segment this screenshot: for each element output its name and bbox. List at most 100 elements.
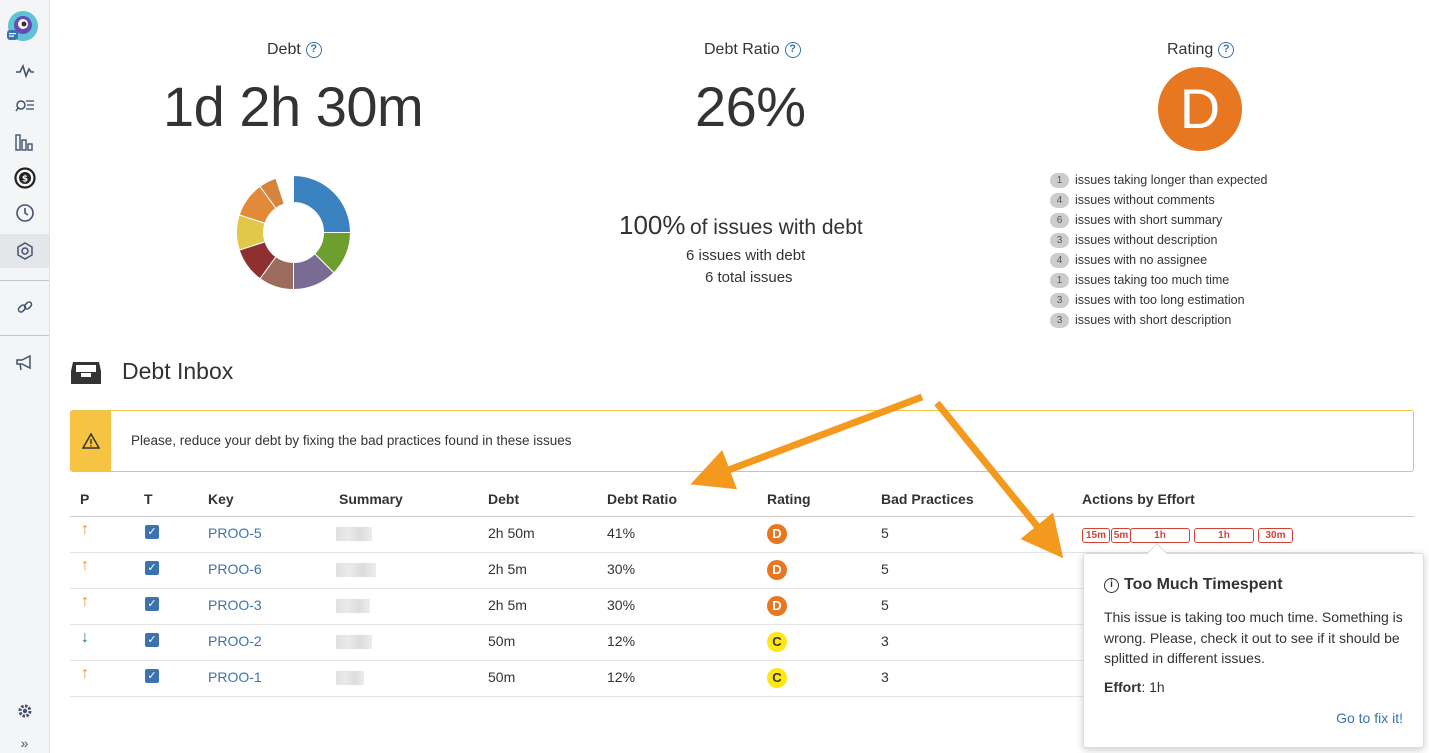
announcements-icon[interactable] bbox=[0, 346, 49, 380]
priority-high-icon: ↑ bbox=[81, 521, 89, 538]
rating-badge-small: C bbox=[767, 632, 787, 652]
debt-ratio-title-text: Debt Ratio bbox=[704, 41, 780, 58]
issue-key-link[interactable]: PROO-5 bbox=[208, 525, 262, 541]
bad-practice-count: 4 bbox=[1050, 192, 1069, 208]
table-row-divider bbox=[70, 552, 1414, 553]
warning-banner: Please, reduce your debt by fixing the b… bbox=[70, 410, 1414, 472]
activity-icon[interactable] bbox=[0, 54, 49, 88]
search-issues-icon[interactable] bbox=[0, 89, 49, 123]
bad-practices-cell: 3 bbox=[881, 669, 889, 685]
issue-key-link[interactable]: PROO-1 bbox=[208, 669, 262, 685]
effort-value: : 1h bbox=[1141, 679, 1165, 695]
issues-with-debt-count: 6 issues with debt bbox=[686, 247, 806, 264]
bad-practice-item: 1 issues taking longer than expected bbox=[1050, 170, 1350, 190]
debt-distribution-donut bbox=[236, 175, 351, 290]
bad-practice-item: 4 issues with no assignee bbox=[1050, 250, 1350, 270]
components-icon[interactable] bbox=[0, 234, 49, 268]
bad-practice-item: 3 issues with short description bbox=[1050, 310, 1350, 330]
bad-practice-item: 3 issues with too long estimation bbox=[1050, 290, 1350, 310]
col-header-bad-practices[interactable]: Bad Practices bbox=[881, 491, 974, 507]
table-row-divider bbox=[70, 660, 1414, 661]
history-icon[interactable] bbox=[0, 196, 49, 230]
bad-practice-label: issues with no assignee bbox=[1075, 253, 1208, 267]
warning-icon bbox=[71, 411, 111, 471]
col-header-type[interactable]: T bbox=[144, 491, 153, 507]
col-header-rating[interactable]: Rating bbox=[767, 491, 811, 507]
col-header-priority[interactable]: P bbox=[80, 491, 90, 507]
effort-button[interactable]: 1h bbox=[1194, 528, 1254, 543]
issue-key-link[interactable]: PROO-2 bbox=[208, 633, 262, 649]
sidebar-divider bbox=[0, 335, 49, 336]
bad-practice-count: 4 bbox=[1050, 252, 1069, 268]
popover-body: This issue is taking too much time. Some… bbox=[1104, 609, 1403, 666]
col-header-actions[interactable]: Actions by Effort bbox=[1082, 491, 1195, 507]
rating-title: Rating ? bbox=[1167, 41, 1235, 59]
bad-practice-item: 1 issues taking too much time bbox=[1050, 270, 1350, 290]
debt-ratio-cell: 30% bbox=[607, 597, 636, 613]
expand-sidebar-icon[interactable]: » bbox=[20, 735, 29, 751]
col-header-debt[interactable]: Debt bbox=[488, 491, 520, 507]
task-type-icon: ✓ bbox=[145, 561, 159, 575]
task-type-icon: ✓ bbox=[145, 597, 159, 611]
debt-value: 1d 2h 30m bbox=[163, 75, 424, 138]
debt-cell: 50m bbox=[488, 633, 516, 649]
task-type-icon: ✓ bbox=[145, 525, 159, 539]
rating-badge: D bbox=[1158, 67, 1242, 151]
table-row-divider bbox=[70, 696, 1414, 697]
settings-gear-icon[interactable] bbox=[0, 694, 49, 728]
col-header-summary[interactable]: Summary bbox=[339, 491, 403, 507]
rating-badge-small: D bbox=[767, 596, 787, 616]
bad-practice-count: 6 bbox=[1050, 212, 1069, 228]
effort-button[interactable]: 30m bbox=[1258, 528, 1293, 543]
priority-low-icon: ↓ bbox=[81, 629, 89, 646]
priority-high-icon: ↑ bbox=[81, 593, 89, 610]
go-to-fix-link[interactable]: Go to fix it! bbox=[1336, 710, 1403, 726]
table-row-divider bbox=[70, 624, 1414, 625]
issue-key-link[interactable]: PROO-3 bbox=[208, 597, 262, 613]
app-logo-icon[interactable] bbox=[7, 10, 39, 42]
bad-practice-item: 4 issues without comments bbox=[1050, 190, 1350, 210]
summary-blurred bbox=[336, 671, 364, 685]
debt-ratio-cell: 12% bbox=[607, 633, 636, 649]
bad-practice-count: 3 bbox=[1050, 312, 1069, 328]
bad-practices-cell: 5 bbox=[881, 525, 889, 541]
priority-high-icon: ↑ bbox=[81, 557, 89, 574]
bad-practice-count: 1 bbox=[1050, 272, 1069, 288]
info-icon: i bbox=[1104, 577, 1119, 593]
help-icon[interactable]: ? bbox=[1218, 42, 1235, 58]
bad-practices-cell: 3 bbox=[881, 633, 889, 649]
debt-ratio-title: Debt Ratio ? bbox=[704, 41, 801, 59]
effort-button[interactable]: 15m bbox=[1082, 528, 1110, 543]
debt-ratio-cell: 41% bbox=[607, 525, 636, 541]
debt-title: Debt ? bbox=[267, 41, 322, 59]
rating-badge-small: D bbox=[767, 524, 787, 544]
inbox-icon bbox=[70, 358, 102, 386]
debt-icon[interactable]: $ bbox=[0, 161, 49, 195]
task-type-icon: ✓ bbox=[145, 669, 159, 683]
bad-practice-item: 6 issues with short summary bbox=[1050, 210, 1350, 230]
link-icon[interactable] bbox=[0, 290, 49, 324]
debt-cell: 2h 5m bbox=[488, 561, 527, 577]
effort-button[interactable]: 1h bbox=[1130, 528, 1190, 543]
sidebar-divider bbox=[0, 280, 49, 281]
col-header-key[interactable]: Key bbox=[208, 491, 234, 507]
effort-button[interactable]: 5m bbox=[1111, 528, 1131, 543]
issue-key-link[interactable]: PROO-6 bbox=[208, 561, 262, 577]
bad-practice-item: 3 issues without description bbox=[1050, 230, 1350, 250]
sidebar: $ » bbox=[0, 0, 50, 753]
summary-blurred bbox=[336, 599, 370, 613]
debt-cell: 2h 5m bbox=[488, 597, 527, 613]
bad-practice-label: issues taking too much time bbox=[1075, 273, 1230, 287]
bad-practices-list: 1 issues taking longer than expected 4 issu… bbox=[1050, 170, 1350, 330]
debt-inbox-title: Debt Inbox bbox=[122, 358, 234, 384]
popover-title-text: Too Much Timespent bbox=[1124, 576, 1283, 593]
bad-practices-cell: 5 bbox=[881, 597, 889, 613]
debt-title-text: Debt bbox=[267, 41, 301, 58]
help-icon[interactable]: ? bbox=[305, 42, 322, 58]
debt-cell: 2h 50m bbox=[488, 525, 535, 541]
priority-high-icon: ↑ bbox=[81, 665, 89, 682]
col-header-debt-ratio[interactable]: Debt Ratio bbox=[607, 491, 677, 507]
popover-effort: Effort: 1h bbox=[1104, 679, 1165, 695]
help-icon[interactable]: ? bbox=[784, 42, 801, 58]
reports-icon[interactable] bbox=[0, 125, 49, 159]
